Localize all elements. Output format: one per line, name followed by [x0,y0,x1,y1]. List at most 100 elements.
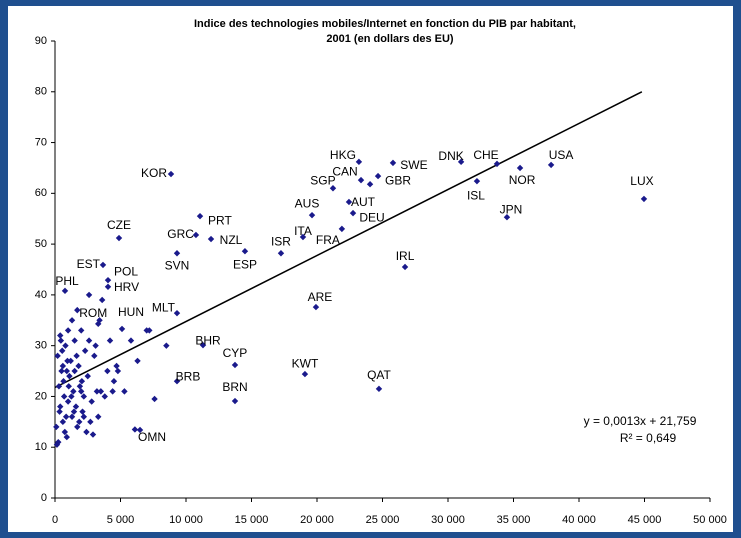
point-label: BHR [195,333,221,347]
point [91,352,98,360]
point-label: QAT [367,368,391,382]
point [55,383,63,390]
point [207,235,215,243]
point [73,352,80,360]
point [493,160,501,168]
point [78,327,85,334]
point [71,367,78,375]
point [503,213,511,221]
point [345,198,353,206]
point-label: POL [114,264,138,278]
point [231,397,239,405]
point [58,367,65,375]
point [151,395,158,403]
y-tick-label: 80 [35,86,47,98]
point-label: NZL [220,233,243,247]
point-label: IRL [396,249,415,263]
point-label: SGP [310,173,335,187]
point [68,393,75,400]
y-tick-label: 20 [35,390,47,402]
point [389,159,397,167]
point [173,250,181,257]
point [72,403,80,410]
point-label: SWE [400,158,427,172]
point [95,413,102,420]
point [97,388,105,395]
point-label: CYP [223,346,248,360]
point-label: ISL [467,188,485,202]
point [192,231,200,239]
point-label: BRB [176,369,201,383]
y-tick-label: 60 [35,187,47,199]
y-tick-label: 50 [35,238,47,250]
point [57,403,64,410]
point-label: OMN [138,430,166,444]
x-tick-label: 50 000 [693,514,727,526]
point [167,170,175,178]
point-label: ARE [308,290,333,304]
chart-area [8,6,733,532]
point-label: ISR [271,234,291,248]
point-label: SVN [165,258,190,272]
point [357,176,365,184]
point [64,357,71,365]
point-label: DEU [359,210,384,224]
x-tick-label: 30 000 [431,514,465,526]
point [109,388,116,395]
point [70,408,78,415]
point-label: CHE [473,148,498,162]
point [366,180,374,188]
point-label: PHL [55,274,79,288]
point [76,383,84,390]
point [55,438,62,446]
x-tick-label: 15 000 [235,514,269,526]
y-tick-label: 10 [35,441,47,453]
point [59,418,67,426]
point [127,337,135,344]
point [115,234,123,242]
x-tick-label: 25 000 [366,514,400,526]
point [74,306,81,314]
point [74,423,81,431]
point [87,418,94,426]
point [163,342,170,349]
point [62,413,70,420]
point [68,317,76,324]
point [76,418,83,426]
point [62,342,69,349]
point-label: CZE [107,218,131,232]
point [61,287,69,295]
chart-title: 2001 (en dollars des EU) [326,33,453,45]
point [101,393,108,400]
point [355,158,363,166]
point [80,393,88,400]
point [68,413,76,420]
point [146,327,153,334]
point [80,413,88,420]
x-tick-label: 5 000 [107,514,135,526]
point [473,177,481,185]
point [173,309,181,317]
point [113,362,120,370]
point [64,327,72,334]
point [60,378,67,385]
point-label: AUS [295,196,320,210]
point [64,398,72,405]
point [110,378,118,385]
point [92,342,99,349]
point [241,248,249,255]
point [338,225,346,233]
point [63,367,70,375]
point [640,195,648,203]
point-label: GRC [167,227,194,241]
point-label: LUX [630,174,653,188]
x-tick-label: 10 000 [169,514,203,526]
annotation: R² = 0,649 [620,431,677,445]
point [59,362,67,370]
point [134,357,141,365]
point [104,276,112,284]
point [136,426,144,434]
point-label: FRA [316,233,340,247]
point [99,261,107,269]
point [56,408,63,415]
